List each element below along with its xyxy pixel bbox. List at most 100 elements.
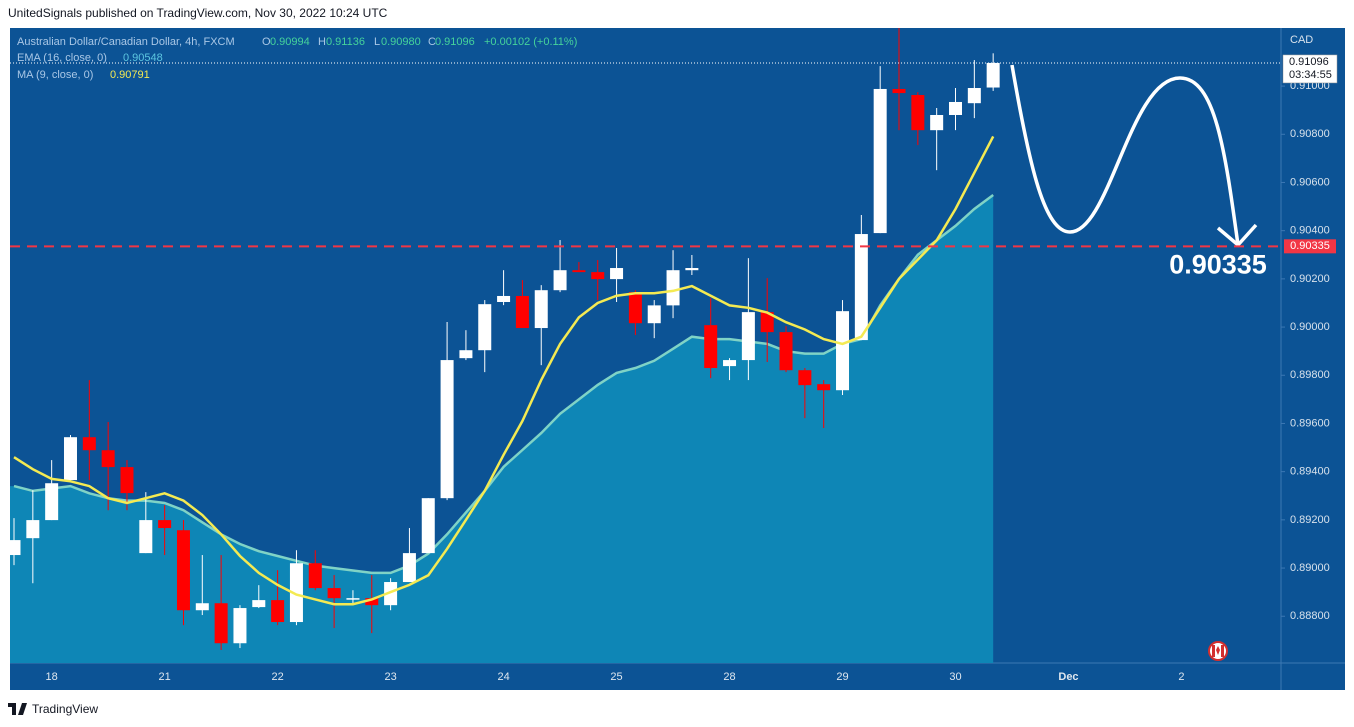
candle-body <box>647 305 661 324</box>
x-tick-label: 18 <box>46 671 58 683</box>
tradingview-logo <box>8 703 27 715</box>
candle-body <box>723 360 737 367</box>
candle-body <box>402 553 416 583</box>
canada-flag-icon <box>1208 641 1228 661</box>
x-tick-label: 22 <box>271 671 283 683</box>
candle-body <box>45 483 59 521</box>
x-tick-label: 29 <box>836 671 848 683</box>
candle-body <box>741 312 755 361</box>
legend-key: H <box>318 36 326 48</box>
candle-body <box>873 88 887 234</box>
candle-body <box>233 608 247 644</box>
candle-body <box>459 350 473 359</box>
candle-body <box>779 332 793 371</box>
candle-body <box>930 114 944 131</box>
legend-key: C <box>428 36 436 48</box>
legend-symbol: Australian Dollar/Canadian Dollar, 4h, F… <box>17 36 235 48</box>
candle-body <box>346 598 360 600</box>
candle-body <box>911 94 925 131</box>
candle-body <box>798 370 812 386</box>
legend-indicator-name: EMA (16, close, 0) <box>17 52 107 64</box>
candle-body <box>195 603 209 611</box>
x-tick-label: 24 <box>497 671 509 683</box>
indicator-line <box>13 135 995 606</box>
countdown-label: 03:34:55 <box>1289 69 1332 81</box>
candle-body <box>628 292 642 324</box>
candle-body <box>610 268 624 280</box>
candle-body <box>572 270 586 273</box>
x-tick-label: 28 <box>723 671 735 683</box>
y-tick-label: 0.89200 <box>1290 514 1330 526</box>
legend-change: +0.00102 (+0.11%) <box>484 36 577 48</box>
candle-body <box>704 325 718 369</box>
forecast-arrowhead <box>1216 223 1258 248</box>
y-tick-label: 0.90000 <box>1290 321 1330 333</box>
legend-value: 0.90994 <box>270 36 310 48</box>
y-tick-label: 0.89600 <box>1290 417 1330 429</box>
candle-body <box>176 530 190 611</box>
legend-indicator-value: 0.90548 <box>123 52 163 64</box>
candle-body <box>591 272 605 280</box>
candle-body <box>478 304 492 351</box>
x-tick-label: 2 <box>1178 671 1184 683</box>
candle-body <box>685 268 699 271</box>
y-tick-label: 0.90400 <box>1290 225 1330 237</box>
candle-body <box>26 520 40 539</box>
candle-body <box>289 563 303 623</box>
candle-body <box>817 384 831 391</box>
candle-body <box>534 290 548 329</box>
level-tag-label: 0.90335 <box>1290 240 1330 252</box>
y-tick-label: 0.90600 <box>1290 176 1330 188</box>
legend-value: 0.90980 <box>381 36 421 48</box>
legend-indicator-name: MA (9, close, 0) <box>17 69 93 81</box>
candle-body <box>440 360 454 499</box>
candle-body <box>271 600 285 623</box>
candle-body <box>10 540 21 556</box>
publish-header: UnitedSignals published on TradingView.c… <box>8 6 388 20</box>
candle-body <box>139 520 153 554</box>
plot-area <box>10 28 1000 663</box>
y-tick-label: 0.89800 <box>1290 369 1330 381</box>
legend-value: 0.91136 <box>326 36 365 48</box>
y-tick-label: 0.90800 <box>1290 128 1330 140</box>
candle-body <box>421 498 435 554</box>
candle-body <box>986 62 1000 88</box>
footer: TradingView <box>8 702 98 716</box>
candle-body <box>553 270 567 291</box>
candle-body <box>892 88 906 94</box>
footer-brand: TradingView <box>32 702 99 716</box>
indicator-line <box>13 193 994 575</box>
candle-body <box>308 563 322 589</box>
candle-body <box>63 437 77 481</box>
candle-body <box>515 295 529 329</box>
y-tick-label: 0.89000 <box>1290 562 1330 574</box>
candle-body <box>836 311 850 391</box>
x-tick-label: 30 <box>949 671 961 683</box>
y-tick-label: 0.90200 <box>1290 273 1330 285</box>
candle-body <box>497 295 511 303</box>
x-tick-label: 25 <box>610 671 622 683</box>
candle-body <box>101 450 115 468</box>
y-tick-label: 0.88800 <box>1290 610 1330 622</box>
candle-body <box>327 588 341 599</box>
candle-body <box>214 603 228 644</box>
legend-indicator-value: 0.90791 <box>110 69 150 81</box>
ema-area <box>10 195 994 663</box>
x-tick-label: Dec <box>1058 671 1078 683</box>
candle-body <box>854 234 868 341</box>
legend-value: 0.91096 <box>435 36 475 48</box>
candle-body <box>760 312 774 333</box>
x-tick-label: 21 <box>159 671 171 683</box>
candle-body <box>666 270 680 306</box>
level-tag <box>1284 239 1336 254</box>
legend-key: O <box>262 36 271 48</box>
legend-key: L <box>374 36 380 48</box>
candle-body <box>949 101 962 115</box>
last-price-tag <box>1282 54 1338 84</box>
currency-label: CAD <box>1290 34 1313 46</box>
candle-body <box>120 467 134 494</box>
candle-body <box>252 600 266 608</box>
y-tick-label: 0.89400 <box>1290 466 1330 478</box>
candle-body <box>158 520 172 529</box>
